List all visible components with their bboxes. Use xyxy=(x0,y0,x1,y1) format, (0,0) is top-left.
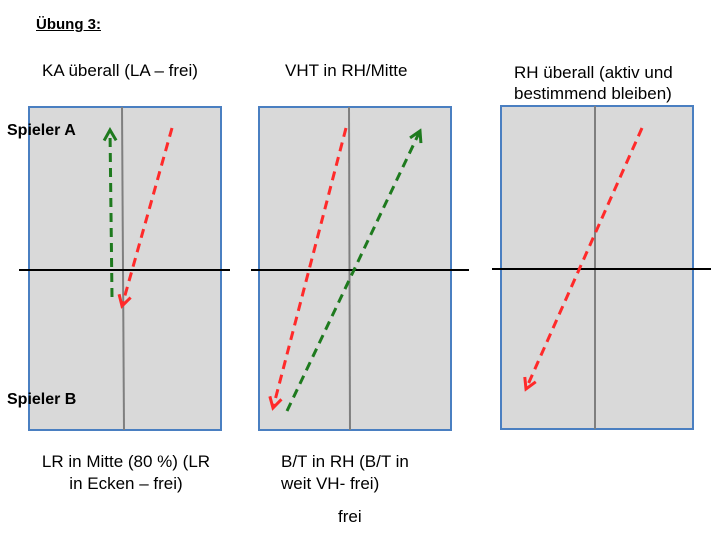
panel-3-title-line-2: bestimmend bleiben) xyxy=(514,84,672,103)
red-arrow-1 xyxy=(117,127,174,309)
center-line-2 xyxy=(348,106,351,431)
table-panel-2 xyxy=(251,106,469,431)
panel-1-caption-line-2: in Ecken – frei) xyxy=(69,474,183,493)
panel-1-caption-line-1: LR in Mitte (80 %) (LR xyxy=(41,452,211,471)
red-arrow-3 xyxy=(523,127,644,392)
panel-2-caption: B/T in RH (B/T in weit VH- frei) xyxy=(281,451,409,495)
panel-2-title: VHT in RH/Mitte xyxy=(285,61,408,80)
table-panel-3 xyxy=(492,105,711,430)
panel-2-caption-line-3: frei xyxy=(338,507,362,526)
red-arrow-2 xyxy=(268,127,348,411)
panel-3-title-line-1: RH überall (aktiv und xyxy=(514,63,673,82)
panel-2-caption-line-2: weit VH- frei) xyxy=(281,474,380,493)
green-arrow-2 xyxy=(285,128,423,412)
player-a-label: Spieler A xyxy=(7,122,76,139)
panel-3-title: RH überall (aktiv und bestimmend bleiben… xyxy=(514,62,673,104)
player-b-label: Spieler B xyxy=(7,391,77,408)
table-panel-1 xyxy=(19,106,230,431)
panel-1-title: KA überall (LA – frei) xyxy=(42,61,198,80)
exercise-heading: Übung 3: xyxy=(36,16,101,33)
panel-2-caption-line-1: B/T in RH (B/T in xyxy=(281,452,409,471)
panel-1-caption: LR in Mitte (80 %) (LR in Ecken – frei) xyxy=(20,451,232,495)
table-surface-1 xyxy=(28,106,222,431)
center-line-1 xyxy=(121,106,125,431)
green-arrow-1 xyxy=(102,126,118,298)
